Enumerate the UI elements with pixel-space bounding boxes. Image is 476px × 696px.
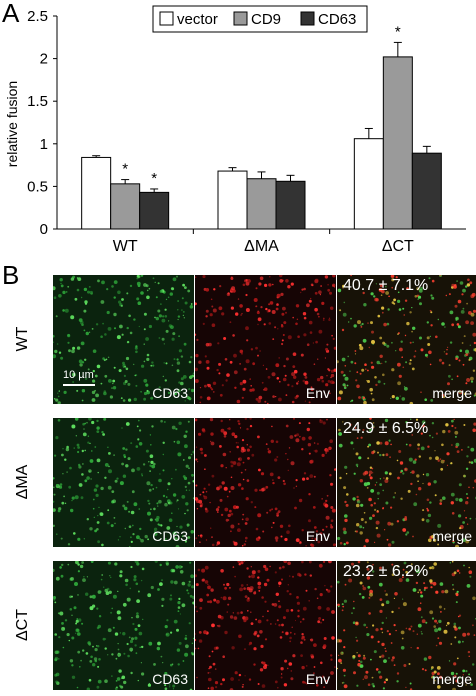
legend-box <box>152 5 368 33</box>
micrograph-texture <box>337 561 476 690</box>
bar-cd9-2 <box>246 178 277 230</box>
bar-vector-2 <box>217 170 248 230</box>
colocalization-percent: 24.9 ± 6.5% <box>343 420 429 437</box>
micrograph-merge-2: merge 24.9 ± 6.5% <box>337 418 476 547</box>
chart-axes: 0 0.5 1 1.5 2 2.5 relative fusion WT ΔMA ΔCT <box>4 8 466 255</box>
scale-bar <box>63 384 95 386</box>
micrograph-cd63-1: CD63 10 µm <box>53 275 194 404</box>
legend-label-cd9: CD9 <box>251 11 281 28</box>
significance-star: * <box>122 161 128 178</box>
y-axis-label: relative fusion <box>4 81 20 167</box>
y-tick-label: 0.5 <box>27 178 48 195</box>
scale-bar-label: 10 µm <box>63 369 94 381</box>
y-tick-label: 0 <box>40 221 48 238</box>
row-label: ΔCT <box>14 609 31 642</box>
chart-bars: * * * <box>81 23 442 230</box>
panel-b-letter: B <box>2 260 20 290</box>
micrograph-texture <box>195 561 336 690</box>
micrograph-env-3: Env <box>195 561 336 690</box>
micrograph-channel-label: merge <box>432 528 472 544</box>
micrograph-cd63-2: CD63 <box>53 418 194 547</box>
micrograph-channel-label: CD63 <box>152 528 188 544</box>
micrograph-channel-label: Env <box>305 671 330 687</box>
micrograph-texture <box>337 275 476 404</box>
micrograph-env-2: Env <box>195 418 336 547</box>
y-tick-label: 1 <box>40 136 48 153</box>
legend-label-vector: vector <box>177 11 218 28</box>
significance-star: * <box>151 170 157 187</box>
row-label: WT <box>14 326 31 352</box>
y-tick-label: 2.5 <box>27 8 48 25</box>
y-tick-label: 1.5 <box>27 93 48 110</box>
legend-swatch-cd63 <box>300 11 315 26</box>
x-tick-label: ΔCT <box>382 238 414 255</box>
bar-cd63-2 <box>275 180 306 230</box>
bar-chart: 0 0.5 1 1.5 2 2.5 relative fusion WT ΔMA ΔCT * ** … <box>4 5 466 255</box>
legend-label-cd63: CD63 <box>318 11 356 28</box>
micrograph-texture <box>53 418 194 547</box>
bar-vector-1 <box>81 156 112 230</box>
bar-cd9-3 <box>382 56 413 230</box>
row-label: ΔMA <box>14 464 31 500</box>
bar-vector-3 <box>353 138 384 230</box>
micrograph-cd63-3: CD63 <box>53 561 194 690</box>
x-tick-label: ΔMA <box>244 238 279 255</box>
legend-swatch-cd9 <box>233 11 248 26</box>
micrograph-channel-label: Env <box>305 528 330 544</box>
micrograph-texture <box>195 418 336 547</box>
colocalization-percent: 40.7 ± 7.1% <box>343 277 429 294</box>
micrograph-merge-3: merge 23.2 ± 6.2% <box>337 561 476 690</box>
micrograph-channel-label: Env <box>305 385 330 401</box>
chart-legend: vector CD9 CD63 <box>152 5 368 33</box>
micrograph-merge-1: merge 40.7 ± 7.1% <box>337 275 476 404</box>
micrograph-channel-label: merge <box>432 671 472 687</box>
micrograph-texture <box>195 275 336 404</box>
bar-cd63-3 <box>411 152 442 230</box>
micrograph-env-1: Env <box>195 275 336 404</box>
micrograph-texture <box>53 561 194 690</box>
panel-a-letter: A <box>2 0 20 28</box>
micrograph-channel-label: CD63 <box>152 671 188 687</box>
significance-star: * <box>395 23 401 40</box>
micrograph-channel-label: merge <box>432 385 472 401</box>
micrograph-channel-label: CD63 <box>152 385 188 401</box>
micrograph-texture <box>53 275 194 404</box>
micrograph-texture <box>337 418 476 547</box>
bar-cd63-1 <box>139 191 170 230</box>
colocalization-percent: 23.2 ± 6.2% <box>343 563 429 580</box>
y-tick-label: 2 <box>40 51 48 68</box>
legend-swatch-vector <box>159 11 174 26</box>
bar-cd9-1 <box>110 183 141 230</box>
x-tick-label: WT <box>113 238 138 255</box>
